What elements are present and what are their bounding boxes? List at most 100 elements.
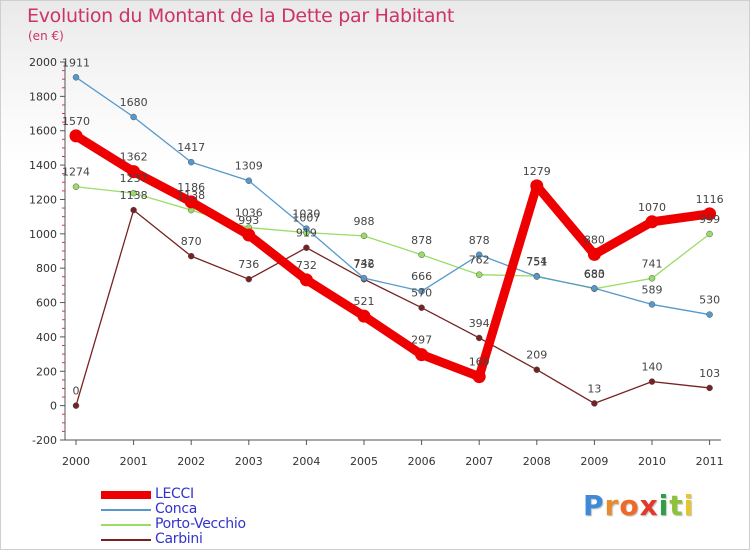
- logo-letter: P: [583, 489, 605, 522]
- legend-item: Carbini: [101, 532, 281, 547]
- legend-item: Conca: [101, 502, 281, 517]
- data-label-lecci: 521: [354, 295, 375, 308]
- data-point-conca: [187, 158, 195, 166]
- y-tick-label: 1400: [29, 159, 57, 172]
- data-label-conca: 1911: [62, 56, 90, 69]
- legend-swatch: [101, 539, 151, 541]
- data-label-porto-vecchio: 999: [699, 213, 720, 226]
- data-label-lecci: 1362: [120, 151, 148, 164]
- data-point-porto-vecchio: [130, 189, 137, 197]
- y-tick-label: 1800: [29, 90, 57, 103]
- data-label-porto-vecchio: 762: [469, 254, 490, 267]
- x-tick-label: 2008: [523, 455, 551, 468]
- data-point-carbini: [591, 400, 598, 407]
- data-label-carbini: 736: [238, 258, 259, 271]
- x-tick-label: 2002: [177, 455, 205, 468]
- data-point-carbini: [533, 366, 541, 373]
- chart-legend: LECCI Conca Porto-Vecchio Carbini: [101, 487, 281, 547]
- data-label-lecci: 1116: [696, 193, 724, 206]
- legend-label: LECCI: [155, 486, 194, 502]
- legend-swatch: [101, 509, 151, 511]
- y-tick-label: 800: [36, 262, 57, 275]
- data-point-lecci: [645, 215, 659, 229]
- x-tick-label: 2005: [350, 455, 378, 468]
- data-label-lecci: 297: [411, 334, 432, 347]
- data-labels: 0 1138 870 736 919 736 570 394 209 13 140 103 1274 12…: [62, 56, 724, 397]
- data-point-carbini: [303, 244, 310, 251]
- x-tick-labels: 2000 2001 2002 2003 2004 2005 2006 2007 2008 2009…: [62, 440, 724, 468]
- x-tick-label: 2001: [120, 455, 148, 468]
- data-label-carbini: 140: [642, 361, 663, 374]
- data-point-lecci: [415, 348, 429, 362]
- data-label-conca: 530: [699, 294, 720, 307]
- data-label-conca: 751: [526, 256, 547, 269]
- data-point-conca: [533, 273, 541, 280]
- chart-title: Evolution du Montant de la Dette par Hab…: [27, 5, 455, 27]
- data-label-conca: 683: [584, 267, 605, 280]
- data-label-porto-vecchio: 1274: [62, 166, 90, 179]
- x-tick-label: 2000: [62, 455, 90, 468]
- data-point-porto-vecchio: [475, 271, 483, 278]
- x-tick-label: 2007: [465, 455, 493, 468]
- data-point-carbini: [418, 304, 425, 311]
- data-point-porto-vecchio: [360, 232, 368, 240]
- data-point-conca: [360, 274, 368, 282]
- data-point-carbini: [187, 252, 195, 260]
- data-point-conca: [72, 74, 80, 81]
- x-tick-label: 2010: [638, 455, 666, 468]
- data-point-conca: [475, 251, 483, 259]
- data-label-carbini: 0: [73, 385, 80, 398]
- y-tick-label: 1600: [29, 125, 57, 138]
- data-point-lecci: [242, 228, 256, 242]
- legend-label: Carbini: [155, 531, 203, 547]
- logo-letter: r: [604, 489, 620, 522]
- data-point-conca: [648, 301, 656, 308]
- series-lines: [71, 76, 715, 407]
- data-label-lecci: 1070: [638, 201, 666, 214]
- data-label-porto-vecchio: 1138: [177, 189, 205, 202]
- data-point-lecci: [357, 309, 371, 323]
- data-label-conca: 1309: [235, 160, 263, 173]
- legend-item: LECCI: [101, 487, 281, 502]
- series-line-lecci: [71, 131, 715, 382]
- data-label-lecci: 169: [469, 356, 490, 369]
- data-label-lecci: 1186: [177, 181, 205, 194]
- chart-axes: [64, 62, 721, 441]
- data-label-conca: 589: [642, 283, 663, 296]
- data-point-lecci: [703, 207, 717, 221]
- x-tick-label: 2009: [580, 455, 608, 468]
- data-label-carbini: 209: [526, 349, 547, 362]
- data-label-lecci: 732: [296, 259, 317, 272]
- data-label-porto-vecchio: 754: [526, 255, 547, 268]
- data-point-carbini: [72, 402, 80, 409]
- data-point-lecci: [299, 273, 313, 287]
- series-line-conca: [75, 76, 711, 316]
- data-label-carbini: 13: [587, 382, 601, 395]
- data-point-lecci: [184, 195, 198, 209]
- data-label-porto-vecchio: 878: [411, 234, 432, 247]
- data-label-lecci: 1570: [62, 115, 90, 128]
- legend-label: Porto-Vecchio: [155, 516, 246, 532]
- data-label-conca: 1030: [292, 208, 320, 221]
- data-label-conca: 742: [354, 257, 375, 270]
- series-line-carbini: [75, 209, 711, 407]
- data-label-conca: 1417: [177, 141, 205, 154]
- data-point-conca: [418, 287, 425, 295]
- data-point-lecci: [69, 129, 83, 143]
- data-point-conca: [303, 225, 310, 232]
- data-label-lecci: 880: [584, 233, 605, 246]
- data-point-carbini: [475, 334, 483, 342]
- y-tick-label: 1200: [29, 193, 57, 206]
- data-point-porto-vecchio: [418, 251, 425, 259]
- legend-swatch: [101, 491, 151, 499]
- data-label-conca: 666: [411, 270, 432, 283]
- data-label-carbini: 103: [699, 367, 720, 380]
- data-label-conca: 1680: [120, 96, 148, 109]
- y-tick-label: 600: [36, 297, 57, 310]
- legend-swatch: [101, 524, 151, 526]
- logo-letter: t: [669, 489, 684, 522]
- data-point-conca: [591, 285, 598, 292]
- series-points: [69, 74, 717, 409]
